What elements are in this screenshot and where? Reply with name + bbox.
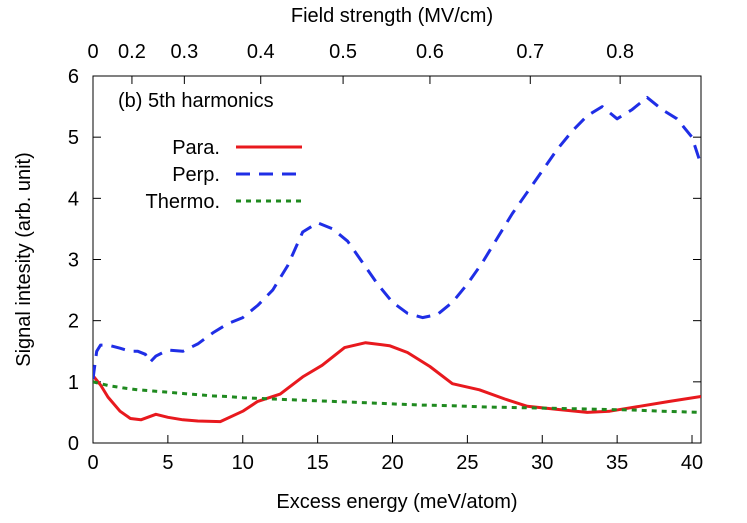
series-line-para (93, 341, 701, 424)
x-tick-label: 25 (456, 452, 478, 474)
x2-tick-label: 0.2 (118, 41, 146, 63)
x2-tick-label: 0 (87, 41, 98, 63)
x-tick-label: 30 (531, 452, 553, 474)
x-tick-label: 40 (681, 452, 703, 474)
series-layer (93, 95, 701, 424)
y-tick-label: 3 (68, 250, 79, 272)
series-line-perp (93, 95, 701, 380)
x-tick-label: 0 (87, 452, 98, 474)
y-axis-label: Signal intesity (arb. unit) (13, 152, 35, 367)
x2-tick-label: 0.7 (516, 41, 544, 63)
y-tick-label: 1 (68, 372, 79, 394)
legend-label: Perp. (172, 164, 220, 186)
x2-tick-label: 0.4 (247, 41, 275, 63)
x-axis-label: Excess energy (meV/atom) (276, 491, 517, 513)
x-tick-label: 10 (232, 452, 254, 474)
x2-tick-label: 0.3 (170, 41, 198, 63)
y-tick-label: 6 (68, 66, 79, 88)
x2-tick-label: 0.6 (416, 41, 444, 63)
y-tick-label: 5 (68, 127, 79, 149)
y-tick-label: 4 (68, 188, 79, 210)
chart-annotation: (b) 5th harmonics (118, 90, 274, 112)
y-tick-label: 2 (68, 311, 79, 333)
plot-frame (92, 75, 702, 444)
x-tick-label: 35 (606, 452, 628, 474)
x2-tick-label: 0.5 (329, 41, 357, 63)
legend: Para. Perp. Thermo. (146, 137, 302, 213)
x-tick-label: 15 (307, 452, 329, 474)
legend-label: Para. (172, 137, 220, 159)
series-line-thermo (93, 380, 701, 414)
tick-labels: 0 5 10 15 20 25 30 35 400 0.2 0.3 0.4 0.5 0.6 0.7 0.801… (68, 41, 703, 474)
x-tick-label: 20 (381, 452, 403, 474)
y-tick-label: 0 (68, 433, 79, 455)
x-tick-label: 5 (162, 452, 173, 474)
top-x-axis-label: Field strength (MV/cm) (291, 5, 493, 27)
x2-tick-label: 0.8 (606, 41, 634, 63)
legend-label: Thermo. (146, 191, 220, 213)
axes (92, 75, 702, 444)
